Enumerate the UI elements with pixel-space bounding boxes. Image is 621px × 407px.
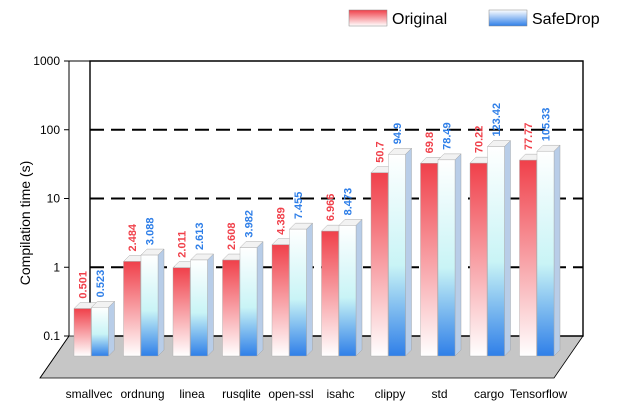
value-label: 78.49 bbox=[442, 122, 454, 150]
bar-original bbox=[321, 230, 339, 357]
y-tick-label: 1 bbox=[53, 260, 60, 274]
value-label: 105.33 bbox=[541, 108, 553, 142]
bar-side bbox=[355, 218, 363, 357]
y-tick-label: 10 bbox=[47, 192, 61, 206]
bar-safedrop bbox=[239, 247, 258, 357]
category-label: smallvec bbox=[66, 387, 113, 401]
bar-original bbox=[73, 308, 92, 357]
bar-side bbox=[405, 147, 412, 357]
value-label: 69.8 bbox=[424, 132, 436, 153]
value-labels: 0.501 0.523 2.484 3.088 2.011 2.613 2.608 3.982… bbox=[78, 103, 553, 299]
value-label: 2.608 bbox=[226, 223, 238, 251]
bar-original bbox=[519, 159, 537, 357]
value-label: 2.011 bbox=[177, 231, 189, 258]
y-axis: 0.1 1 10 100 1000 bbox=[33, 54, 70, 343]
bar-original bbox=[172, 267, 191, 357]
bar-safedrop bbox=[487, 146, 505, 357]
bar-original bbox=[370, 172, 389, 357]
y-tick-label: 100 bbox=[40, 123, 60, 137]
value-label: 7.455 bbox=[293, 192, 305, 220]
value-label: 94.9 bbox=[392, 123, 404, 144]
value-label: 3.982 bbox=[244, 210, 256, 238]
value-label: 0.523 bbox=[95, 270, 107, 298]
value-label: 2.484 bbox=[127, 223, 139, 251]
category-label: open-ssl bbox=[268, 387, 313, 401]
category-label: clippy bbox=[375, 387, 406, 401]
category-label: linea bbox=[179, 387, 205, 401]
y-tick-label: 1000 bbox=[33, 54, 60, 68]
value-label: 0.501 bbox=[78, 271, 90, 299]
bar-safedrop bbox=[91, 307, 109, 357]
bar-side bbox=[207, 253, 214, 357]
bar-side bbox=[454, 153, 462, 357]
value-label: 6.966 bbox=[325, 194, 337, 222]
legend: Original SafeDrop bbox=[348, 9, 600, 28]
x-axis-labels: smallvec ordnung linea rusqlite open-ssl isah… bbox=[66, 387, 568, 401]
bar-side bbox=[306, 222, 313, 357]
bar-original bbox=[420, 163, 438, 357]
bar-original bbox=[271, 244, 290, 357]
left-side-edge-bottom bbox=[39, 335, 70, 379]
bar-original bbox=[222, 259, 240, 357]
bar-safedrop bbox=[289, 228, 307, 357]
bar-safedrop bbox=[140, 254, 159, 357]
bar-safedrop bbox=[190, 259, 208, 357]
bar-side bbox=[553, 144, 561, 357]
value-label: 123.42 bbox=[491, 103, 503, 137]
bars bbox=[73, 140, 561, 357]
bar-side bbox=[256, 241, 264, 357]
category-label: std bbox=[431, 387, 447, 401]
value-label: 2.613 bbox=[194, 222, 206, 250]
bar-original bbox=[469, 162, 488, 357]
bar-side bbox=[157, 248, 165, 357]
value-label: 77.77 bbox=[523, 123, 535, 151]
category-label: Tensorflow bbox=[510, 387, 568, 401]
legend-label-safedrop: SafeDrop bbox=[532, 11, 600, 28]
legend-swatch-safedrop bbox=[488, 9, 528, 27]
value-label: 50.7 bbox=[375, 141, 387, 162]
legend-swatch-original bbox=[348, 9, 388, 27]
bar-safedrop bbox=[338, 225, 357, 357]
value-label: 8.473 bbox=[343, 188, 355, 216]
category-label: cargo bbox=[474, 387, 504, 401]
value-label: 70.22 bbox=[474, 126, 486, 154]
bar-safedrop bbox=[437, 159, 456, 357]
y-axis-label: Compilation time (s) bbox=[17, 161, 33, 285]
legend-label-original: Original bbox=[392, 11, 447, 28]
category-label: rusqlite bbox=[222, 387, 261, 401]
category-label: ordnung bbox=[120, 387, 164, 401]
bar-safedrop bbox=[536, 151, 555, 357]
y-tick-label: 0.1 bbox=[43, 329, 60, 343]
bar-side bbox=[504, 140, 511, 357]
bar-original bbox=[123, 261, 141, 357]
bar-side bbox=[108, 300, 115, 357]
value-label: 4.389 bbox=[276, 207, 288, 235]
bar-safedrop bbox=[388, 154, 406, 357]
value-label: 3.088 bbox=[145, 218, 157, 246]
category-label: isahc bbox=[326, 387, 354, 401]
